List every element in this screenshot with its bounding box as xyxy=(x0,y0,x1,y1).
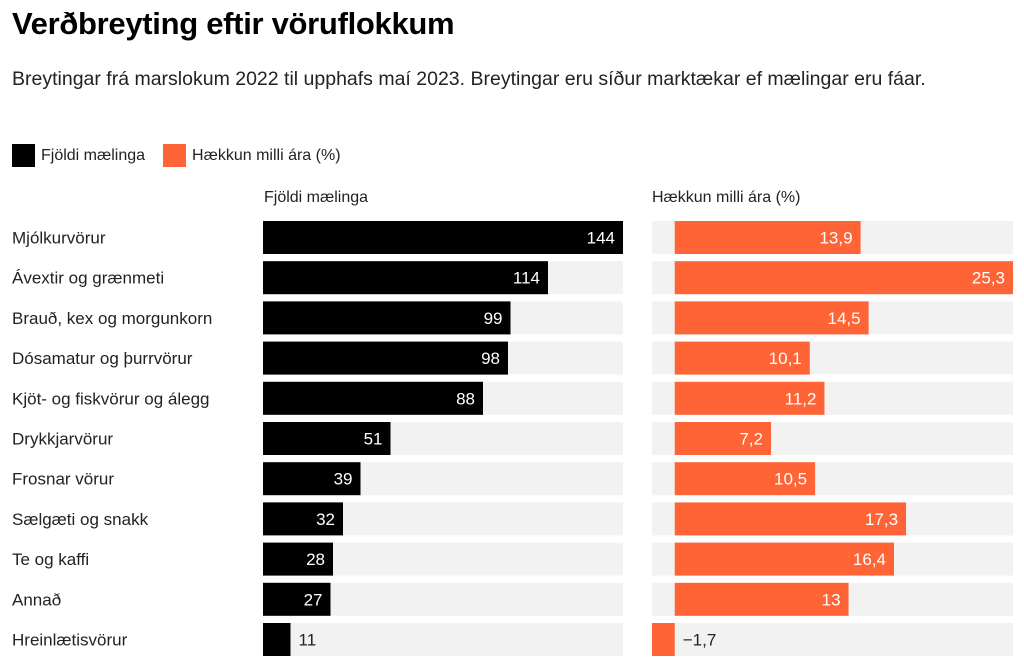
category-label: Frosnar vörur xyxy=(12,470,114,489)
legend-label-change: Hækkun milli ára (%) xyxy=(192,146,341,164)
count-bar xyxy=(263,301,511,335)
legend-item-count: Fjöldi mælinga xyxy=(12,144,145,167)
change-bar xyxy=(674,502,907,536)
change-value-label: 7,2 xyxy=(739,430,763,449)
change-value-label: 13,9 xyxy=(819,229,852,248)
legend-item-change: Hækkun milli ára (%) xyxy=(163,144,341,167)
count-bar xyxy=(263,542,333,576)
bar-track xyxy=(652,623,1013,656)
count-value-label: 114 xyxy=(513,269,540,288)
change-bar xyxy=(674,221,861,254)
category-label: Sælgæti og snakk xyxy=(12,510,149,529)
category-label: Annað xyxy=(12,590,61,609)
legend-label-count: Fjöldi mælinga xyxy=(41,146,146,164)
change-value-label: 14,5 xyxy=(828,309,861,328)
bar-track xyxy=(263,623,623,656)
count-value-label: 88 xyxy=(456,389,475,408)
change-bar xyxy=(674,542,895,576)
category-label: Ávextir og grænmeti xyxy=(12,269,164,288)
category-label: Te og kaffi xyxy=(12,550,89,569)
column-header-change: Hækkun milli ára (%) xyxy=(652,189,801,206)
count-value-label: 144 xyxy=(587,229,615,248)
change-bar xyxy=(674,301,869,335)
change-bar xyxy=(674,462,816,496)
change-value-label: 10,1 xyxy=(769,349,802,368)
change-value-label: 16,4 xyxy=(853,550,886,569)
count-value-label: 39 xyxy=(334,470,353,489)
change-bar xyxy=(674,582,849,616)
chart-title: Verðbreyting eftir vöruflokkum xyxy=(12,6,455,41)
change-bar xyxy=(674,422,771,455)
category-label: Kjöt- og fiskvörur og álegg xyxy=(12,389,210,408)
count-value-label: 98 xyxy=(481,349,500,368)
change-bar xyxy=(674,261,1013,295)
count-bar xyxy=(263,462,361,496)
count-bar xyxy=(263,261,548,295)
count-value-label: 99 xyxy=(484,309,503,328)
change-bar xyxy=(674,381,825,415)
change-value-label: 17,3 xyxy=(865,510,898,529)
count-value-label: 32 xyxy=(316,510,335,529)
category-label: Dósamatur og þurrvörur xyxy=(12,349,193,368)
category-label: Brauð, kex og morgunkorn xyxy=(12,309,212,328)
legend-swatch-count xyxy=(12,144,35,167)
column-header-count: Fjöldi mælinga xyxy=(264,189,369,206)
category-label: Mjólkurvörur xyxy=(12,229,106,248)
change-value-label: 25,3 xyxy=(972,269,1005,288)
legend-swatch-change xyxy=(163,144,187,167)
change-bar xyxy=(652,623,675,656)
count-bar xyxy=(263,341,508,375)
category-label: Hreinlætisvörur xyxy=(12,631,128,650)
count-bar xyxy=(263,221,623,254)
count-bar xyxy=(263,623,291,656)
change-value-label: −1,7 xyxy=(683,631,717,650)
count-value-label: 51 xyxy=(364,430,383,449)
count-value-label: 27 xyxy=(304,590,323,609)
count-value-label: 28 xyxy=(306,550,325,569)
chart-subtitle: Breytingar frá marslokum 2022 til upphaf… xyxy=(12,68,926,90)
count-bar xyxy=(263,582,331,616)
count-value-label: 11 xyxy=(299,631,317,650)
count-bar xyxy=(263,381,483,415)
change-value-label: 13 xyxy=(822,590,841,609)
count-bar xyxy=(263,502,343,536)
category-label: Drykkjarvörur xyxy=(12,430,113,449)
count-bar xyxy=(263,422,391,455)
change-bar xyxy=(674,341,810,375)
legend: Fjöldi mælinga Hækkun milli ára (%) xyxy=(12,144,359,167)
change-value-label: 10,5 xyxy=(774,470,807,489)
change-value-label: 11,2 xyxy=(785,389,817,408)
